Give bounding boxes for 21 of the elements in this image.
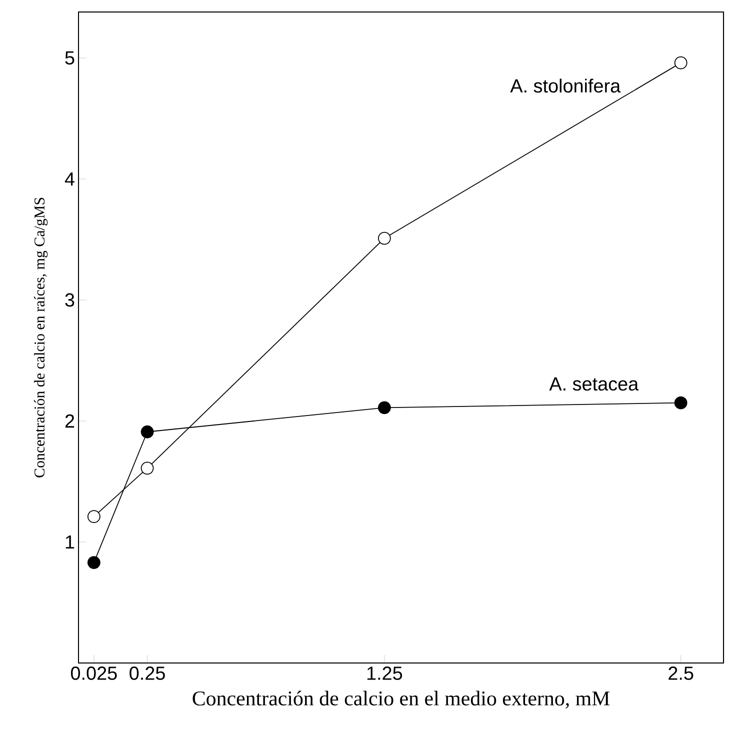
point <box>378 401 391 414</box>
point <box>87 510 100 524</box>
y-tick-label: 1 <box>66 535 74 548</box>
point <box>87 556 100 570</box>
series-label: A. stolonifera <box>510 78 621 93</box>
x-tick-label: 0.25 <box>130 666 165 680</box>
x-tick-label: 2.5 <box>668 666 694 680</box>
y-tick-label: 2 <box>65 414 74 428</box>
x-tick-label: 1.25 <box>367 666 402 680</box>
y-tick-label: 3 <box>65 293 74 307</box>
point <box>674 56 688 70</box>
point <box>140 462 154 475</box>
y-tick-label: 5 <box>65 51 74 65</box>
series-label: A. setacea <box>549 377 639 391</box>
y-tick-label: 4 <box>64 172 74 186</box>
x-tick-label: 0.025 <box>70 666 117 680</box>
x-axis-title: Concentración de calcio en el medio externo, mM <box>192 690 610 709</box>
point <box>674 396 688 410</box>
y-axis-title: Concentración de calcio en raíces, mg Ca/gMS <box>34 198 48 478</box>
point <box>140 425 154 438</box>
point <box>378 232 391 245</box>
